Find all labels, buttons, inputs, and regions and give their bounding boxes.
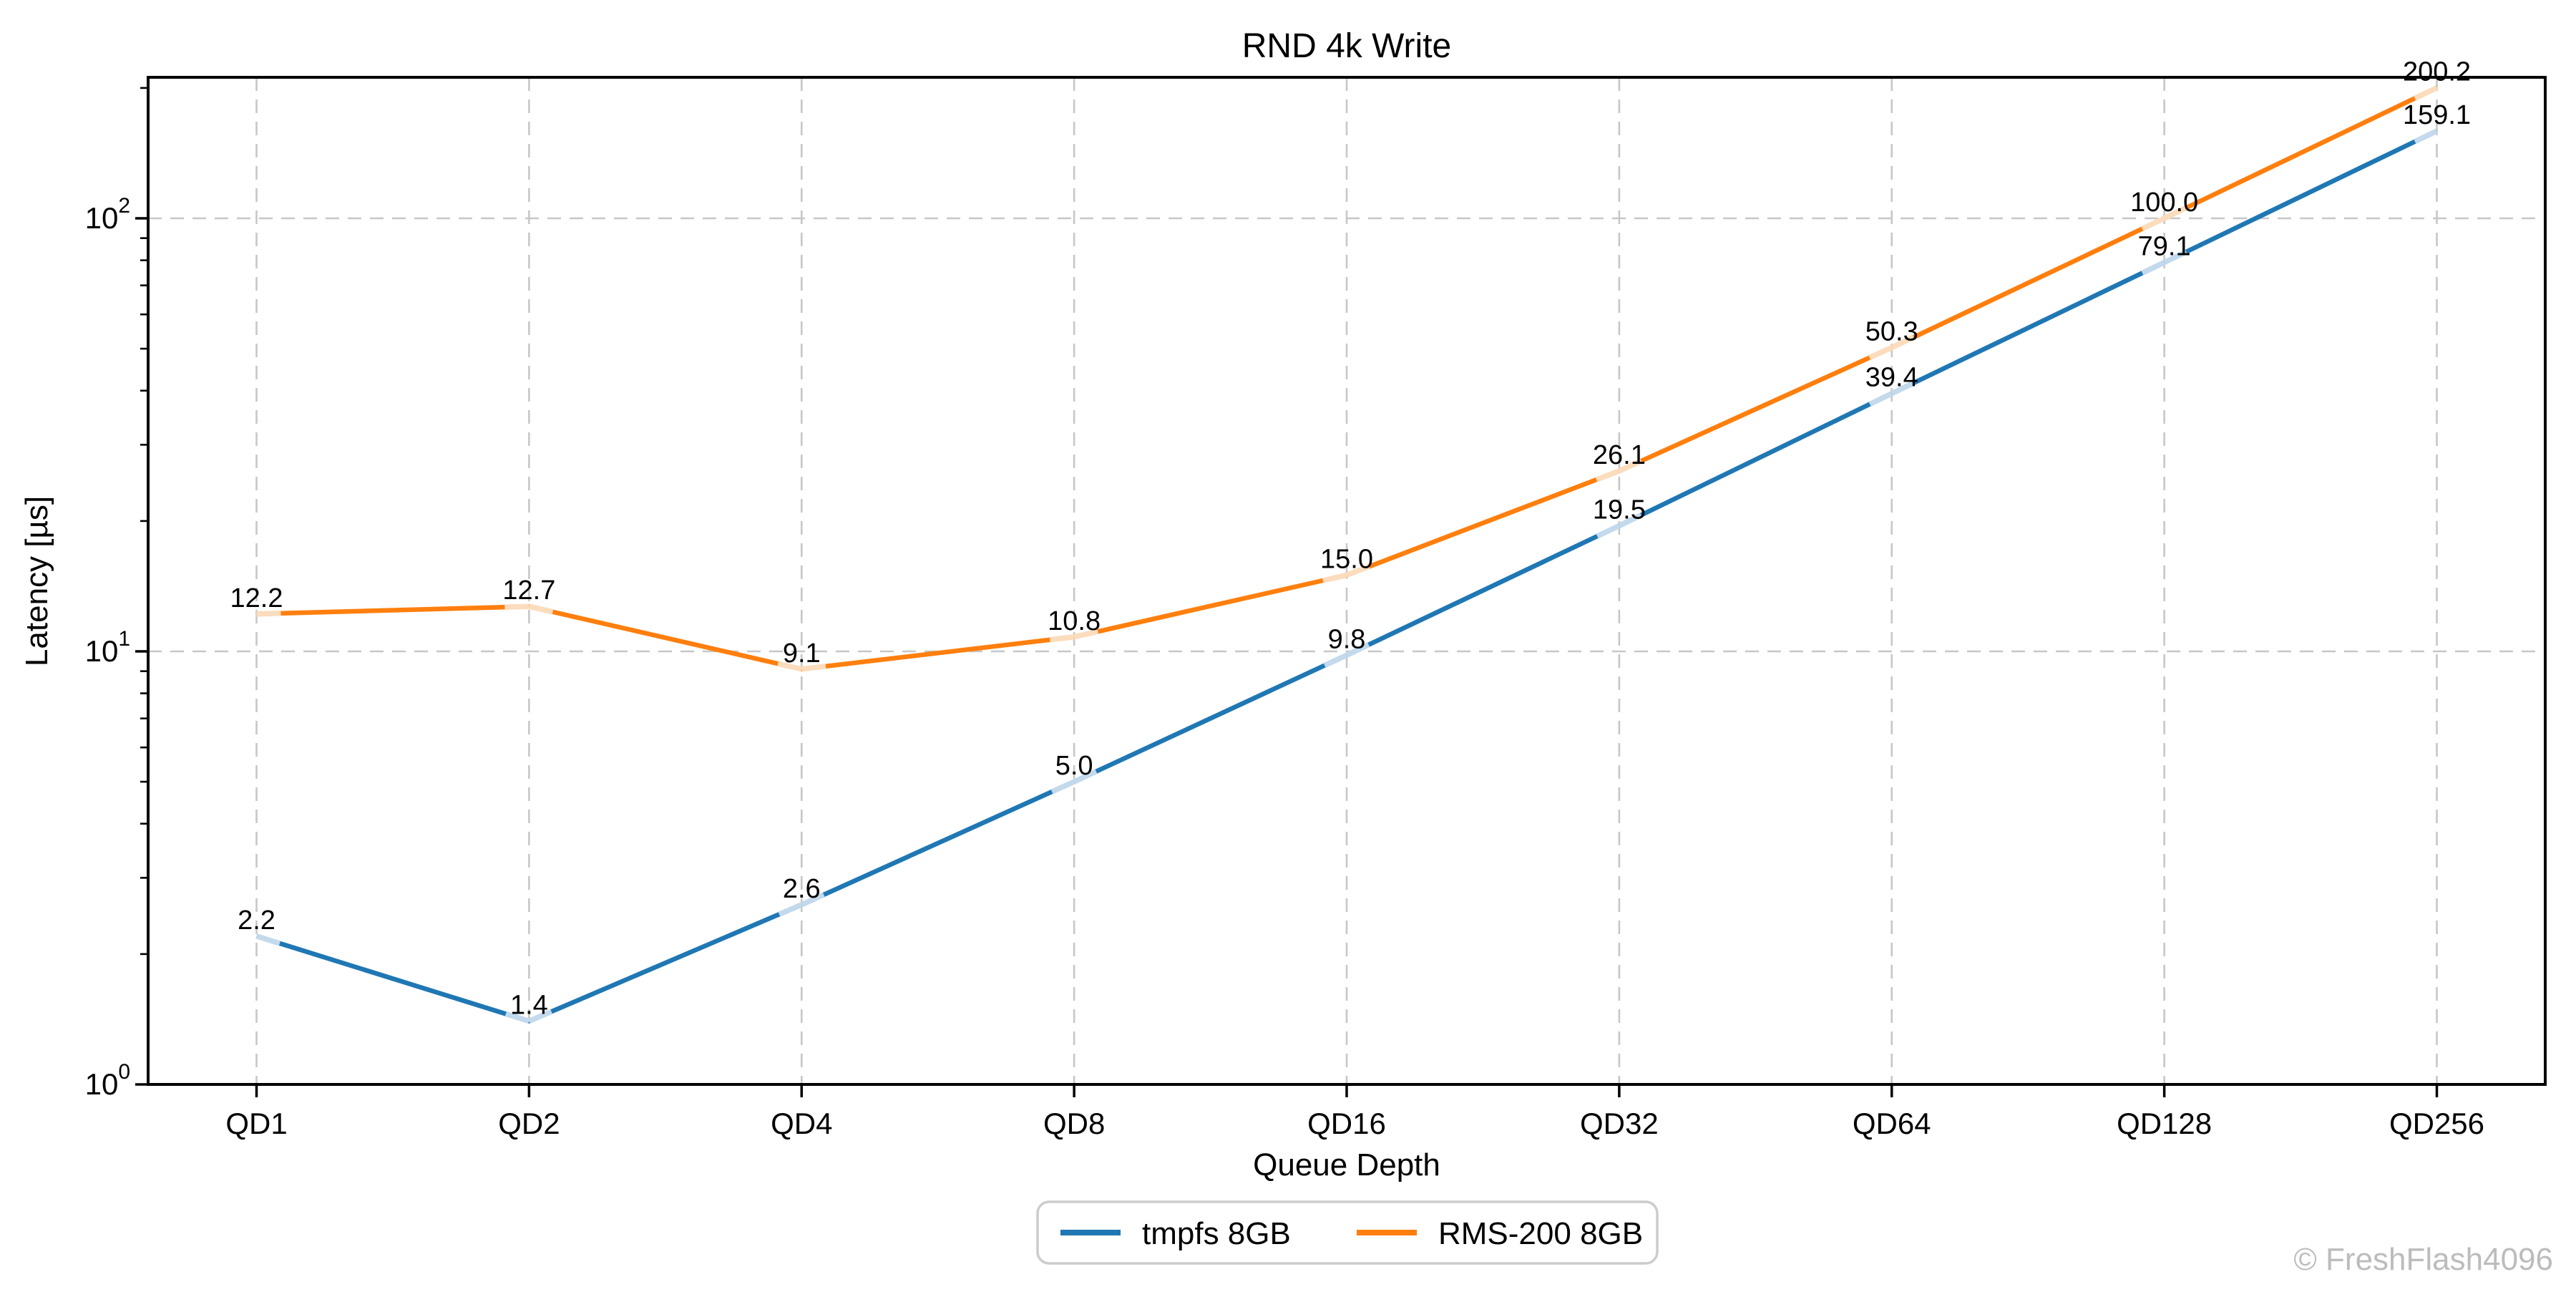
x-tick-label: QD256 [2389, 1107, 2484, 1140]
y-axis-label: Latency [µs] [19, 496, 54, 666]
data-point-label: 12.2 [230, 583, 283, 613]
data-point-label: 200.2 [2403, 57, 2471, 87]
data-point-marker [1618, 458, 1643, 474]
legend-label-rms200: RMS-200 8GB [1438, 1216, 1643, 1251]
data-point-label: 2.2 [238, 905, 275, 936]
data-point-marker [1049, 634, 1075, 643]
data-point-label: 1.4 [510, 991, 548, 1021]
data-point-label: 12.7 [502, 575, 555, 606]
data-point-marker [527, 1009, 553, 1024]
y-tick-label: 101 [85, 627, 130, 668]
watermark: © FreshFlash4096 [2293, 1242, 2553, 1277]
data-point-marker [504, 1011, 530, 1024]
data-point-marker [255, 933, 281, 946]
plot-border [147, 76, 2547, 1086]
data-point-marker [2414, 85, 2439, 101]
gridlines [148, 77, 2545, 1084]
x-axis-label: Queue Depth [1253, 1147, 1440, 1182]
data-point-marker [1345, 642, 1370, 658]
data-point-label: 15.0 [1320, 544, 1373, 574]
x-tick-label: QD128 [2117, 1107, 2212, 1140]
chart-title: RND 4k Write [1242, 27, 1451, 65]
legend-item-rms200: RMS-200 8GB [1357, 1216, 1643, 1251]
data-point-label: 5.0 [1055, 751, 1093, 781]
data-point-label: 79.1 [2138, 232, 2191, 262]
data-point-marker [801, 664, 826, 672]
data-point-marker [1618, 513, 1643, 528]
axis-ticks [135, 87, 2439, 1097]
data-point-marker [256, 611, 281, 617]
point-labels: 2.2 1.4 2.6 5.0 9.8 19.5 39.4 79.1 159.1 12.2 12.7… [230, 57, 2472, 1021]
data-point-marker [800, 892, 825, 908]
data-point-marker [1073, 628, 1099, 640]
data-point-label: 39.4 [1865, 363, 1918, 393]
x-tick-label: QD16 [1307, 1107, 1386, 1140]
data-point-label: 9.1 [783, 638, 821, 669]
data-point-marker [504, 603, 530, 610]
data-point-marker [1073, 769, 1098, 785]
x-tick-label: QD64 [1853, 1107, 1931, 1140]
data-point-marker [2141, 260, 2166, 276]
data-point-marker [1050, 779, 1075, 795]
data-point-marker [777, 661, 803, 672]
x-tick-label: QD2 [498, 1107, 560, 1140]
data-point-marker [1890, 334, 1916, 350]
data-point-marker [2162, 249, 2187, 265]
data-point-label: 2.6 [783, 874, 821, 904]
data-point-label: 100.0 [2130, 188, 2198, 218]
legend: tmpfs 8GB RMS-200 8GB [1036, 1200, 1659, 1265]
x-tick-label: QD4 [771, 1107, 832, 1140]
x-tick-label: QD1 [225, 1107, 287, 1140]
data-point-label: 159.1 [2403, 100, 2471, 130]
x-tick-label: QD8 [1043, 1107, 1105, 1140]
data-point-marker [1890, 380, 1916, 397]
data-point-marker [1596, 523, 1621, 539]
y-tick-label: 102 [85, 194, 130, 235]
y-axis-tick-labels: 100 101 102 [85, 194, 130, 1101]
x-tick-label: QD32 [1580, 1107, 1659, 1140]
legend-item-tmpfs: tmpfs 8GB [1060, 1216, 1291, 1251]
data-point-marker [1322, 572, 1347, 583]
data-point-marker [2163, 205, 2187, 221]
point-markers [255, 85, 2439, 1024]
legend-label-tmpfs: tmpfs 8GB [1142, 1216, 1291, 1251]
x-axis-tick-labels: QD1 QD2 QD4 QD8 QD16 QD32 QD64 QD128 QD256 [225, 1107, 2484, 1140]
data-point-marker [1868, 391, 1893, 407]
y-tick-label: 100 [85, 1060, 130, 1101]
data-point-marker [528, 603, 554, 615]
data-point-marker [2141, 215, 2166, 231]
legend-box [1036, 1200, 1659, 1265]
data-point-marker [1595, 468, 1621, 482]
data-point-label: 9.8 [1328, 624, 1366, 654]
data-point-label: 10.8 [1048, 606, 1101, 636]
data-point-marker [1323, 652, 1348, 669]
data-point-marker [2414, 128, 2439, 145]
data-point-label: 50.3 [1865, 317, 1918, 347]
data-point-marker [1868, 345, 1893, 360]
data-point-marker [1345, 563, 1371, 578]
data-point-marker [778, 902, 803, 917]
data-point-label: 19.5 [1593, 495, 1646, 525]
data-point-label: 26.1 [1593, 440, 1646, 470]
